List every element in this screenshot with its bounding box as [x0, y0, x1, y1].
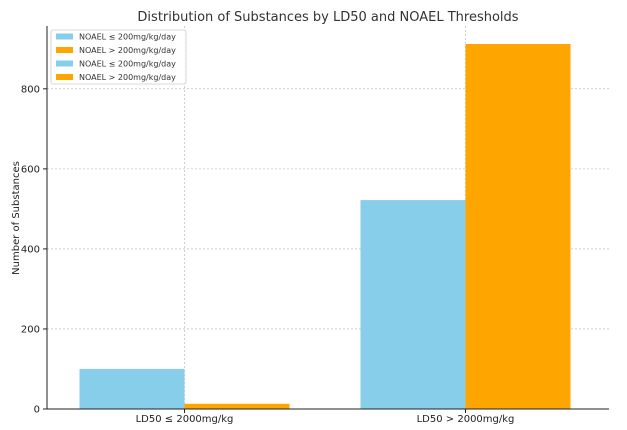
- y-tick-label: 0: [34, 405, 40, 416]
- bar-layer: [79, 44, 571, 410]
- y-tick-label: 600: [21, 164, 40, 175]
- legend-swatch: [56, 33, 73, 40]
- legend-label: NOAEL > 200mg/kg/day: [79, 46, 176, 55]
- legend-swatch: [56, 47, 73, 53]
- bar: [79, 368, 185, 409]
- legend: NOAEL ≤ 200mg/kg/day NOAEL > 200mg/kg/day…: [50, 29, 187, 85]
- chart-title: Distribution of Substances by LD50 and N…: [137, 10, 518, 25]
- bar: [465, 44, 571, 410]
- legend-swatch: [56, 74, 73, 80]
- legend-label: NOAEL ≤ 200mg/kg/day: [79, 60, 176, 69]
- x-tick-label: LD50 > 2000mg/kg: [417, 414, 515, 425]
- x-tick-label: LD50 ≤ 2000mg/kg: [136, 414, 234, 425]
- y-tick-label: 400: [21, 244, 40, 255]
- axis-layer: [46, 26, 609, 410]
- y-tick-label: 800: [21, 84, 40, 95]
- bar: [184, 403, 290, 409]
- legend-frame: [50, 29, 187, 85]
- tick-layer: 0 200 400 600 800 LD50 ≤ 2000mg/kg LD50 > 2000…: [21, 84, 514, 425]
- y-axis-label: Number of Substances: [11, 161, 22, 275]
- legend-label: NOAEL ≤ 200mg/kg/day: [79, 33, 176, 42]
- legend-label: NOAEL > 200mg/kg/day: [79, 73, 176, 82]
- y-tick-label: 200: [21, 324, 40, 335]
- bar: [360, 200, 466, 409]
- legend-swatch: [56, 60, 73, 67]
